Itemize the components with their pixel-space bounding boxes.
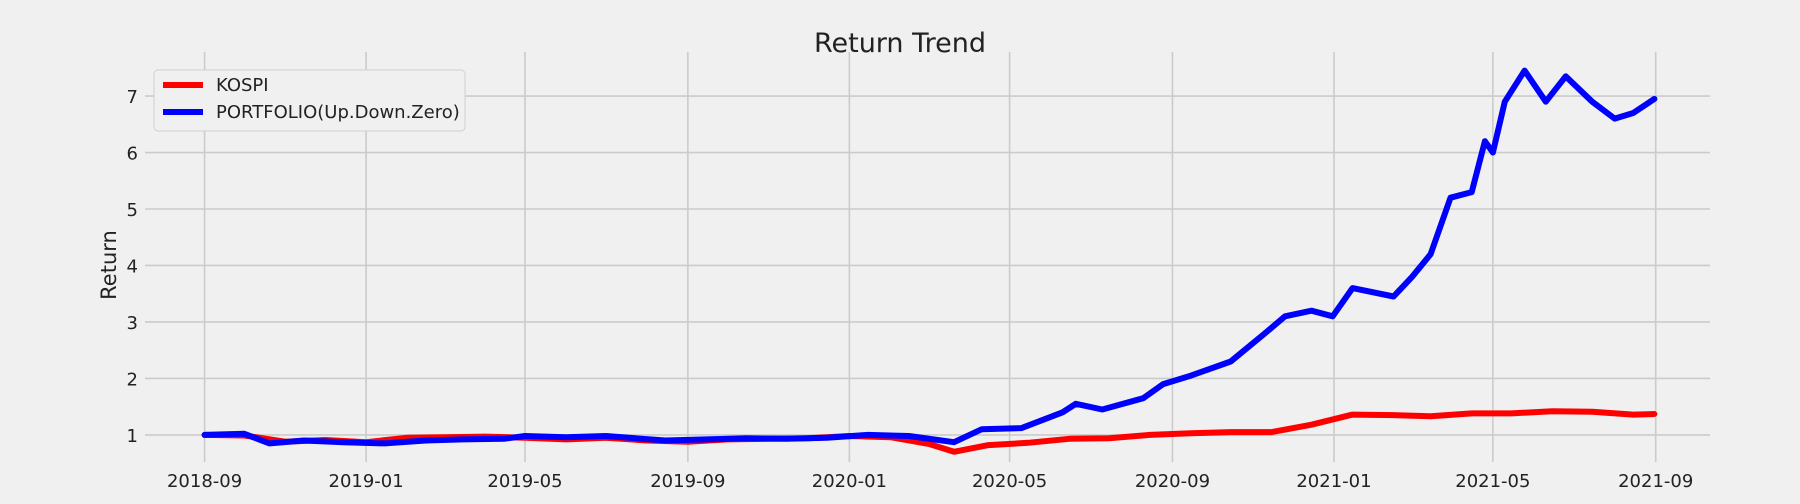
legend: KOSPI PORTFOLIO(Up.Down.Zero) bbox=[153, 69, 466, 132]
legend-label-kospi: KOSPI bbox=[216, 75, 269, 96]
x-tick-label: 2019-01 bbox=[329, 471, 404, 492]
x-tick-label: 2018-09 bbox=[167, 471, 242, 492]
x-tick-label: 2020-09 bbox=[1135, 471, 1210, 492]
y-tick-label: 6 bbox=[127, 144, 138, 165]
series-lines bbox=[201, 67, 1658, 455]
y-axis-label: Return bbox=[97, 230, 121, 300]
chart-title: Return Trend bbox=[814, 28, 986, 59]
y-tick-label: 4 bbox=[127, 256, 138, 277]
y-tick-label: 2 bbox=[127, 369, 138, 390]
y-tick-label: 5 bbox=[127, 200, 138, 221]
x-tick-label: 2019-09 bbox=[650, 471, 725, 492]
x-tick-label: 2021-09 bbox=[1618, 471, 1693, 492]
legend-label-portfolio: PORTFOLIO(Up.Down.Zero) bbox=[216, 102, 460, 123]
x-tick-label: 2019-05 bbox=[487, 471, 562, 492]
x-tick-label: 2020-01 bbox=[812, 471, 887, 492]
tick-labels: 1 2 3 4 5 6 7 2018-09 2019-01 2019-05 2019-09 2020-… bbox=[127, 87, 1694, 492]
legend-frame bbox=[153, 69, 466, 132]
series-line-portfolio bbox=[201, 67, 1658, 447]
x-tick-label: 2021-05 bbox=[1455, 471, 1530, 492]
x-tick-label: 2020-05 bbox=[972, 471, 1047, 492]
y-tick-label: 7 bbox=[127, 87, 138, 108]
y-tick-label: 1 bbox=[127, 426, 138, 447]
y-tick-label: 3 bbox=[127, 313, 138, 334]
x-tick-label: 2021-01 bbox=[1296, 471, 1371, 492]
